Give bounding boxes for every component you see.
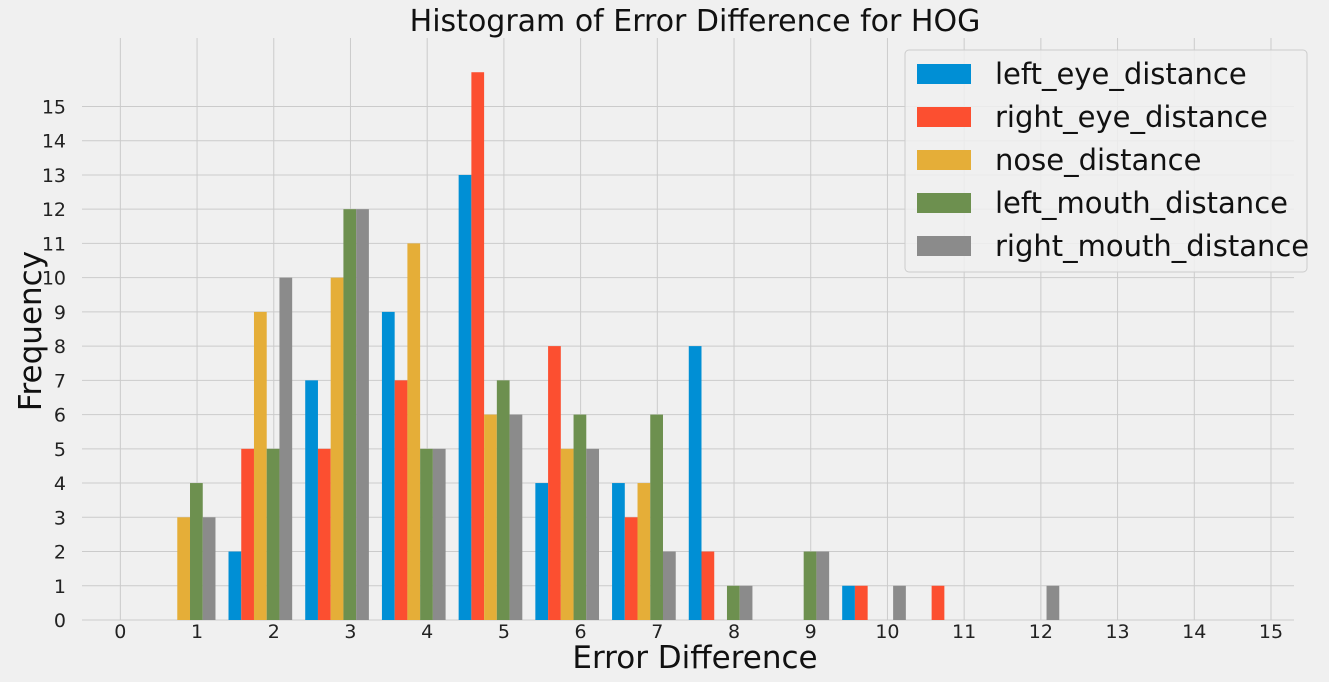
chart-title: Histogram of Error Difference for HOG xyxy=(410,4,981,39)
bar-left-eye-distance xyxy=(381,311,395,620)
bar-left-mouth-distance xyxy=(803,551,817,620)
x-tick-label: 12 xyxy=(1029,621,1053,643)
bar-right-mouth-distance xyxy=(202,517,216,620)
bar-right-eye-distance xyxy=(548,346,561,620)
x-axis-title: Error Difference xyxy=(572,640,817,676)
bar-right-eye-distance xyxy=(241,448,254,620)
bar-left-eye-distance xyxy=(458,174,472,621)
y-axis-title: Frequency xyxy=(13,251,49,411)
x-tick-label: 13 xyxy=(1105,621,1129,643)
bar-right-mouth-distance xyxy=(893,585,906,620)
bar-right-eye-distance xyxy=(394,380,408,620)
bar-left-eye-distance xyxy=(228,551,242,620)
x-tick-label: 8 xyxy=(728,621,740,643)
bar-left-eye-distance xyxy=(688,346,702,620)
bar-left-mouth-distance xyxy=(496,380,510,620)
y-tick-label: 5 xyxy=(54,439,66,461)
legend-label: left_mouth_distance xyxy=(995,186,1288,220)
bar-right-mouth-distance xyxy=(356,209,369,621)
x-gridlines xyxy=(119,38,1272,620)
bar-right-eye-distance xyxy=(931,585,945,620)
x-tick-label: 7 xyxy=(651,621,663,643)
bar-nose-distance xyxy=(407,243,421,621)
y-tick-label: 2 xyxy=(54,542,66,564)
y-tick-label: 0 xyxy=(54,610,66,632)
bar-right-mouth-distance xyxy=(662,551,676,620)
bar-left-eye-distance xyxy=(305,380,318,620)
legend-label: nose_distance xyxy=(995,143,1201,177)
y-tick-label: 13 xyxy=(42,165,66,187)
bar-right-mouth-distance xyxy=(586,448,600,620)
bar-left-mouth-distance xyxy=(266,448,280,620)
bar-right-mouth-distance xyxy=(739,585,753,620)
bar-left-mouth-distance xyxy=(573,414,587,620)
x-tick-label: 4 xyxy=(421,621,433,643)
bar-left-eye-distance xyxy=(535,483,549,620)
x-tick-label: 3 xyxy=(344,621,356,643)
y-tick-label: 9 xyxy=(54,302,66,324)
bar-right-eye-distance xyxy=(701,551,715,620)
bar-left-mouth-distance xyxy=(343,209,357,621)
x-tick-label: 6 xyxy=(575,621,587,643)
y-tick-label: 3 xyxy=(54,507,66,529)
bar-left-mouth-distance xyxy=(726,585,740,620)
bar-left-mouth-distance xyxy=(420,448,433,620)
legend-swatch xyxy=(917,150,971,170)
x-tick-label: 14 xyxy=(1182,621,1206,643)
bar-left-mouth-distance xyxy=(190,483,203,620)
y-tick-label: 1 xyxy=(54,576,66,598)
bar-right-eye-distance xyxy=(624,517,638,620)
y-tick-label: 11 xyxy=(42,233,66,255)
legend-swatch xyxy=(917,236,971,256)
bar-nose-distance xyxy=(484,414,497,620)
bar-nose-distance xyxy=(177,517,191,620)
y-tick-label: 7 xyxy=(54,370,66,392)
bar-right-mouth-distance xyxy=(816,551,830,620)
y-tick-label: 6 xyxy=(54,405,66,427)
y-tick-label: 15 xyxy=(42,96,66,118)
bar-right-eye-distance xyxy=(854,585,868,620)
bar-right-mouth-distance xyxy=(509,414,523,620)
bar-nose-distance xyxy=(253,311,267,620)
legend-label: left_eye_distance xyxy=(995,57,1247,91)
x-tick-label: 11 xyxy=(952,621,976,643)
bar-right-mouth-distance xyxy=(279,277,293,620)
x-tick-label: 5 xyxy=(498,621,510,643)
bar-right-eye-distance xyxy=(317,448,331,620)
bar-left-eye-distance xyxy=(842,585,855,620)
x-tick-label: 2 xyxy=(268,621,280,643)
bar-right-eye-distance xyxy=(471,72,485,620)
legend-swatch xyxy=(917,64,971,84)
bar-left-mouth-distance xyxy=(650,414,663,620)
x-tick-label: 10 xyxy=(875,621,899,643)
legend-box xyxy=(904,49,1308,273)
y-tick-label: 8 xyxy=(54,336,66,358)
legend-label: right_eye_distance xyxy=(995,100,1268,134)
x-tick-label: 1 xyxy=(191,621,203,643)
x-tick-label: 15 xyxy=(1259,621,1283,643)
legend: left_eye_distance right_eye_distance nose_… xyxy=(904,49,1309,273)
x-tick-labels: 0 1 2 3 4 5 6 7 8 9 10 11 12 13 14 15 xyxy=(114,621,1283,643)
bar-left-eye-distance xyxy=(612,483,625,620)
bar-right-mouth-distance xyxy=(1046,585,1060,620)
bars xyxy=(177,72,1060,621)
y-tick-label: 14 xyxy=(42,131,66,153)
y-tick-label: 4 xyxy=(54,473,66,495)
x-tick-label: 9 xyxy=(805,621,817,643)
legend-swatch xyxy=(917,193,971,213)
bar-nose-distance xyxy=(330,277,344,620)
y-tick-label: 12 xyxy=(42,199,66,221)
legend-label: right_mouth_distance xyxy=(995,229,1309,263)
y-tick-label: 10 xyxy=(42,268,66,290)
bar-nose-distance xyxy=(637,483,651,620)
x-tick-label: 0 xyxy=(114,621,126,643)
bar-nose-distance xyxy=(560,448,574,620)
legend-swatch xyxy=(917,107,971,127)
bar-right-mouth-distance xyxy=(432,448,446,620)
